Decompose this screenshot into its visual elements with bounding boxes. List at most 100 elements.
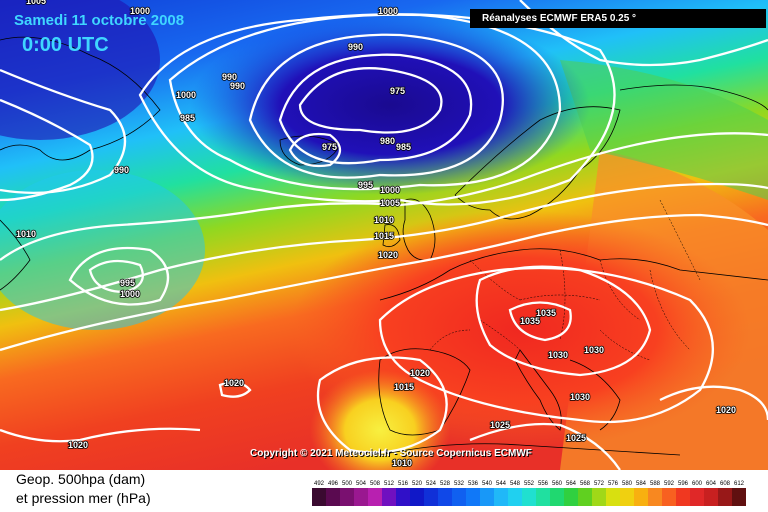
- scale-swatch: [648, 488, 662, 506]
- isobar-label: 1020: [716, 405, 736, 415]
- scale-value: 584: [636, 481, 647, 487]
- legend-footer: Geop. 500hpa (dam) et pression mer (hPa)…: [0, 470, 768, 512]
- scale-swatch: [382, 488, 396, 506]
- scale-value: 520: [412, 481, 423, 487]
- scale-swatch: [564, 488, 578, 506]
- scale-swatch: [732, 488, 746, 506]
- scale-value: 512: [384, 481, 395, 487]
- source-label: Réanalyses ECMWF ERA5 0.25 °: [470, 9, 766, 28]
- isobar-label: 995: [358, 180, 373, 190]
- scale-swatch: [662, 488, 676, 506]
- map-date: Samedi 11 octobre 2008: [14, 12, 185, 29]
- scale-value: 600: [692, 481, 703, 487]
- scale-swatch: [326, 488, 340, 506]
- scale-swatch: [606, 488, 620, 506]
- scale-value: 504: [356, 481, 367, 487]
- isobar-label: 1030: [584, 345, 604, 355]
- isobar-label: 1000: [120, 289, 140, 299]
- isobar-label: 1000: [378, 6, 398, 16]
- scale-value: 544: [496, 481, 507, 487]
- isobar-label: 1025: [490, 420, 510, 430]
- italy-coast: [514, 349, 562, 431]
- map-time: 0:00 UTC: [22, 34, 109, 56]
- iberia-coast: [378, 348, 471, 436]
- scale-swatch: [578, 488, 592, 506]
- legend-title-line2: et pression mer (hPa): [16, 490, 151, 506]
- color-scale: 492 496 500 504 508 512 516 520 524 528 532 536 540 5…: [312, 481, 746, 506]
- isobar-label: 980: [380, 136, 395, 146]
- field-cyan-pool: [0, 170, 205, 330]
- scale-value: 588: [650, 481, 661, 487]
- isobar-label: 990: [230, 81, 245, 91]
- scale-swatch: [438, 488, 452, 506]
- scale-value: 552: [524, 481, 535, 487]
- scale-swatch: [452, 488, 466, 506]
- scale-swatch: [354, 488, 368, 506]
- north-africa-coast: [379, 443, 681, 456]
- field-west-low: [0, 0, 160, 140]
- scale-value: 492: [314, 481, 325, 487]
- isobar-label: 975: [322, 142, 337, 152]
- isobar-label: 995: [120, 278, 135, 288]
- scale-swatch: [592, 488, 606, 506]
- scale-swatch: [340, 488, 354, 506]
- copyright-text: Copyright © 2021 Meteociel.fr - Source C…: [250, 448, 532, 459]
- isobar-label: 1000: [380, 185, 400, 195]
- scale-swatch: [480, 488, 494, 506]
- scale-swatch: [508, 488, 522, 506]
- geopotential-map: 1000100510009909909901000985975975980985…: [0, 0, 768, 470]
- scale-value: 496: [328, 481, 339, 487]
- isobar-label: 1020: [68, 440, 88, 450]
- isobar-label: 1035: [536, 308, 556, 318]
- scale-value: 604: [706, 481, 717, 487]
- isobar-label: 1030: [570, 392, 590, 402]
- isobar-label: 1020: [378, 250, 398, 260]
- scale-swatch: [550, 488, 564, 506]
- ireland-coast: [382, 224, 401, 248]
- scale-swatch: [522, 488, 536, 506]
- isobar-label: 1030: [548, 350, 568, 360]
- isobar-label: 990: [222, 72, 237, 82]
- europe-coast: [379, 248, 768, 301]
- isobar-label: 990: [348, 42, 363, 52]
- isobar-label: 1005: [26, 0, 46, 6]
- scale-value: 524: [426, 481, 437, 487]
- field-east-green: [560, 60, 768, 200]
- isobar-label: 985: [396, 142, 411, 152]
- scandinavia-coast: [454, 106, 621, 220]
- greenland-coast: [0, 36, 161, 161]
- isobar-label: 975: [390, 86, 405, 96]
- scale-value: 516: [398, 481, 409, 487]
- isobar-lines: [0, 0, 768, 470]
- isobar-label: 1000: [130, 6, 150, 16]
- scale-swatch: [620, 488, 634, 506]
- isobar-labels: 1000100510009909909901000985975975980985…: [15, 0, 737, 469]
- scale-value: 532: [454, 481, 465, 487]
- isobar-label: 1020: [410, 368, 430, 378]
- isobar-label: 1005: [380, 198, 400, 208]
- isobar-label: 1000: [176, 90, 196, 100]
- scale-swatch: [368, 488, 382, 506]
- scale-value: 612: [734, 481, 745, 487]
- isobar-label: 1035: [520, 316, 540, 326]
- scale-value: 548: [510, 481, 521, 487]
- isobar-label: 1020: [224, 378, 244, 388]
- scale-value: 528: [440, 481, 451, 487]
- isobar-label: 1015: [374, 231, 394, 241]
- isobar-label: 1025: [566, 433, 586, 443]
- scale-value: 580: [622, 481, 633, 487]
- scale-value: 608: [720, 481, 731, 487]
- scale-value: 500: [342, 481, 353, 487]
- scale-swatch: [424, 488, 438, 506]
- scale-swatch: [312, 488, 326, 506]
- scale-value: 536: [468, 481, 479, 487]
- legend-title-line1: Geop. 500hpa (dam): [16, 471, 146, 487]
- field-central-low: [190, 15, 590, 195]
- scale-swatch: [690, 488, 704, 506]
- north-russia-coast: [619, 84, 768, 111]
- scale-swatch: [676, 488, 690, 506]
- scale-value: 560: [552, 481, 563, 487]
- isobar-label: 990: [114, 165, 129, 175]
- isobar-label: 1010: [392, 458, 412, 468]
